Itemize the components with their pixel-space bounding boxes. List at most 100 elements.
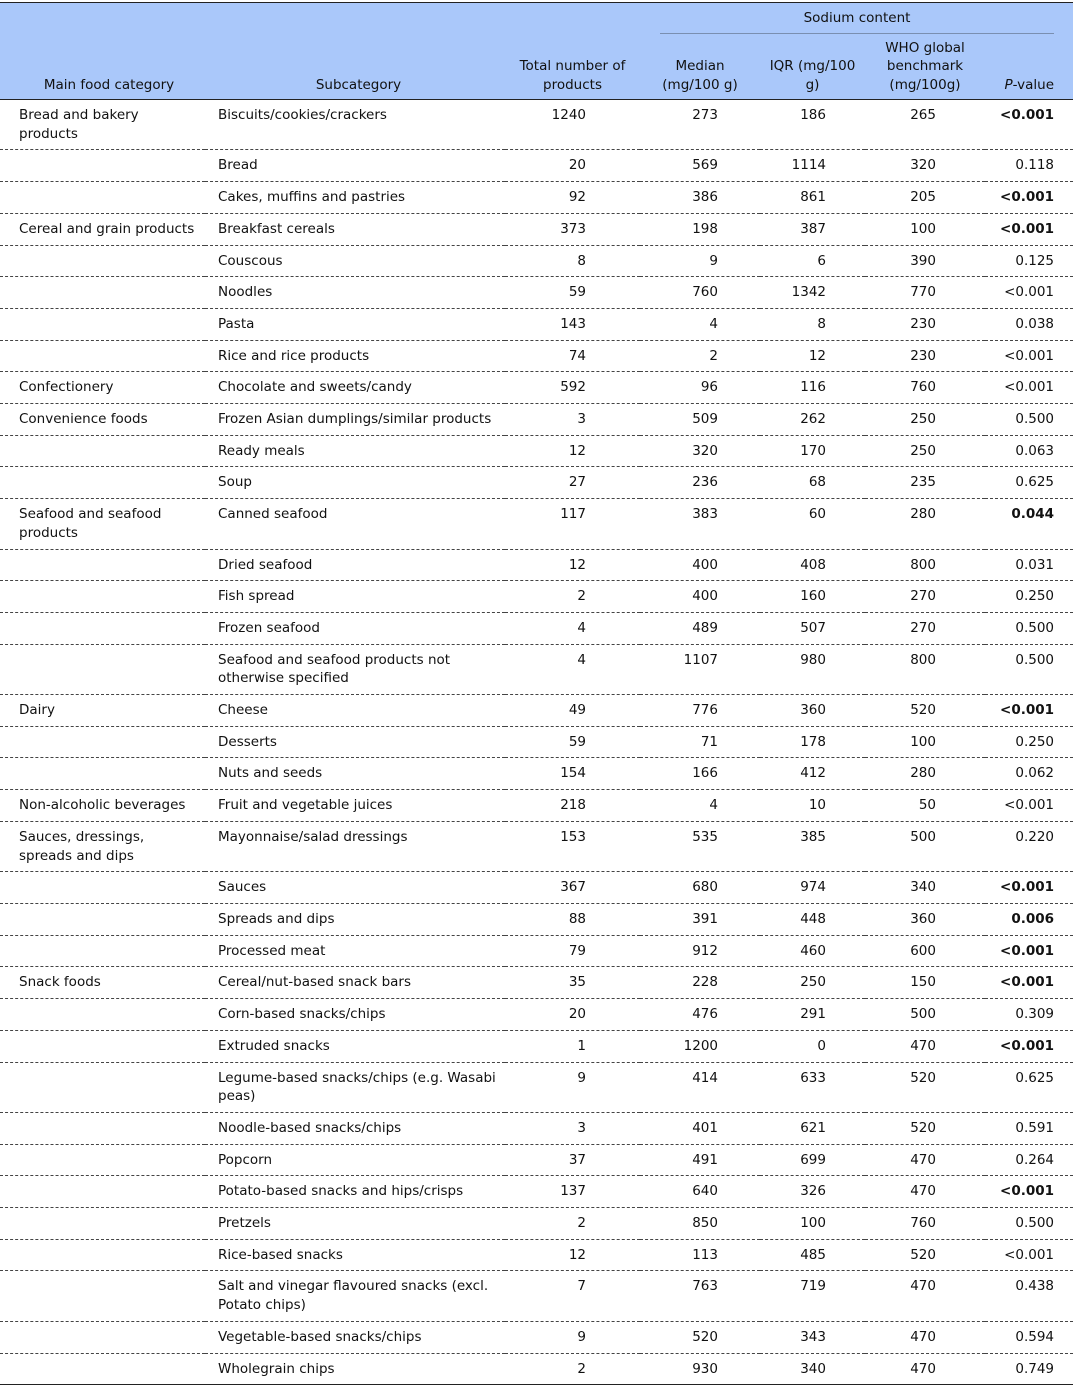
benchmark-cell: 50 (865, 789, 985, 822)
subcategory-cell: Ready meals (205, 435, 505, 468)
benchmark-cell: 470 (865, 1030, 985, 1063)
subcategory-cell: Frozen seafood (205, 612, 505, 645)
total-cell: 3 (505, 1112, 640, 1145)
total-cell: 12 (505, 549, 640, 582)
subcategory-cell: Cereal/nut-based snack bars (205, 966, 505, 1000)
p-value-cell: 0.118 (985, 149, 1073, 183)
benchmark-cell: 760 (865, 371, 985, 405)
p-value-cell: 0.625 (985, 1062, 1073, 1113)
median-cell: 640 (640, 1175, 760, 1209)
table-row: Sauces, dressings, spreads and dips Mayon… (0, 821, 1073, 873)
median-cell: 491 (640, 1144, 760, 1177)
median-cell: 383 (640, 498, 760, 550)
iqr-cell: 485 (760, 1239, 865, 1272)
p-value-cell: <0.001 (985, 213, 1073, 246)
median-cell: 912 (640, 935, 760, 968)
median-cell: 166 (640, 757, 760, 791)
subcategory-cell: Nuts and seeds (205, 757, 505, 791)
p-value-cell: 0.749 (985, 1353, 1073, 1385)
subcategory-cell: Noodle-based snacks/chips (205, 1112, 505, 1145)
median-cell: 850 (640, 1207, 760, 1240)
benchmark-cell: 500 (865, 821, 985, 873)
p-value-cell: 0.500 (985, 612, 1073, 645)
p-value-cell: 0.063 (985, 435, 1073, 468)
table-row: Couscous 8 9 6 390 0.125 (0, 245, 1073, 278)
column-header: WHO global benchmark (mg/100g) (865, 34, 985, 100)
median-cell: 400 (640, 580, 760, 613)
category-cell: Seafood and seafood products (0, 498, 205, 550)
p-value-cell: <0.001 (985, 181, 1073, 214)
p-value-cell: <0.001 (985, 340, 1073, 373)
iqr-cell: 340 (760, 1353, 865, 1385)
median-cell: 386 (640, 181, 760, 214)
total-cell: 88 (505, 903, 640, 936)
total-cell: 20 (505, 998, 640, 1031)
median-cell: 489 (640, 612, 760, 645)
category-cell (0, 935, 205, 968)
category-cell: Cereal and grain products (0, 213, 205, 246)
median-cell: 113 (640, 1239, 760, 1272)
benchmark-cell: 100 (865, 213, 985, 246)
p-value-cell: 0.044 (985, 498, 1073, 550)
median-cell: 760 (640, 276, 760, 309)
p-value-cell: <0.001 (985, 1239, 1073, 1272)
benchmark-cell: 470 (865, 1175, 985, 1209)
iqr-cell: 100 (760, 1207, 865, 1240)
subcategory-cell: Frozen Asian dumplings/similar products (205, 403, 505, 436)
median-cell: 1200 (640, 1030, 760, 1063)
benchmark-cell: 500 (865, 998, 985, 1031)
table-row: Pasta 143 4 8 230 0.038 (0, 308, 1073, 341)
p-value-cell: <0.001 (985, 99, 1073, 151)
table-row: Salt and vinegar flavoured snacks (excl.… (0, 1270, 1073, 1322)
total-cell: 92 (505, 181, 640, 214)
total-cell: 2 (505, 580, 640, 613)
median-cell: 476 (640, 998, 760, 1031)
subcategory-cell: Noodles (205, 276, 505, 309)
table-row: Seafood and seafood products not otherwi… (0, 644, 1073, 696)
table-row: Ready meals 12 320 170 250 0.063 (0, 435, 1073, 468)
subcategory-cell: Salt and vinegar flavoured snacks (excl.… (205, 1270, 505, 1322)
p-value-cell: 0.264 (985, 1144, 1073, 1177)
category-cell (0, 1353, 205, 1385)
total-cell: 373 (505, 213, 640, 246)
column-header: Median (mg/100 g) (640, 34, 760, 100)
category-cell (0, 435, 205, 468)
total-cell: 8 (505, 245, 640, 278)
table-row: Nuts and seeds 154 166 412 280 0.062 (0, 757, 1073, 791)
category-cell (0, 1144, 205, 1177)
total-cell: 37 (505, 1144, 640, 1177)
total-cell: 2 (505, 1353, 640, 1385)
table-row: Confectionery Chocolate and sweets/candy 5… (0, 371, 1073, 405)
iqr-cell: 385 (760, 821, 865, 873)
median-cell: 535 (640, 821, 760, 873)
column-header: Subcategory (205, 34, 505, 100)
p-value-cell: <0.001 (985, 789, 1073, 822)
category-cell: Confectionery (0, 371, 205, 405)
benchmark-cell: 770 (865, 276, 985, 309)
p-value-cell: 0.038 (985, 308, 1073, 341)
subcategory-cell: Seafood and seafood products not otherwi… (205, 644, 505, 696)
iqr-cell: 116 (760, 371, 865, 405)
subcategory-cell: Rice and rice products (205, 340, 505, 373)
benchmark-cell: 520 (865, 1112, 985, 1145)
table-row: Processed meat 79 912 460 600 <0.001 (0, 935, 1073, 968)
total-cell: 137 (505, 1175, 640, 1209)
benchmark-cell: 520 (865, 1062, 985, 1113)
subcategory-cell: Dried seafood (205, 549, 505, 582)
p-value-cell: <0.001 (985, 1030, 1073, 1063)
subcategory-cell: Desserts (205, 726, 505, 759)
table-row: Extruded snacks 1 1200 0 470 <0.001 (0, 1030, 1073, 1063)
table-row: Pretzels 2 850 100 760 0.500 (0, 1207, 1073, 1240)
total-cell: 4 (505, 644, 640, 696)
benchmark-cell: 265 (865, 99, 985, 151)
median-cell: 776 (640, 694, 760, 727)
median-cell: 400 (640, 549, 760, 582)
table-row: Dried seafood 12 400 408 800 0.031 (0, 549, 1073, 582)
category-cell (0, 903, 205, 936)
subcategory-cell: Potato-based snacks and hips/crisps (205, 1175, 505, 1209)
category-cell: Convenience foods (0, 403, 205, 436)
category-cell (0, 181, 205, 214)
benchmark-cell: 470 (865, 1353, 985, 1385)
group-header: Sodium content (640, 2, 1073, 34)
